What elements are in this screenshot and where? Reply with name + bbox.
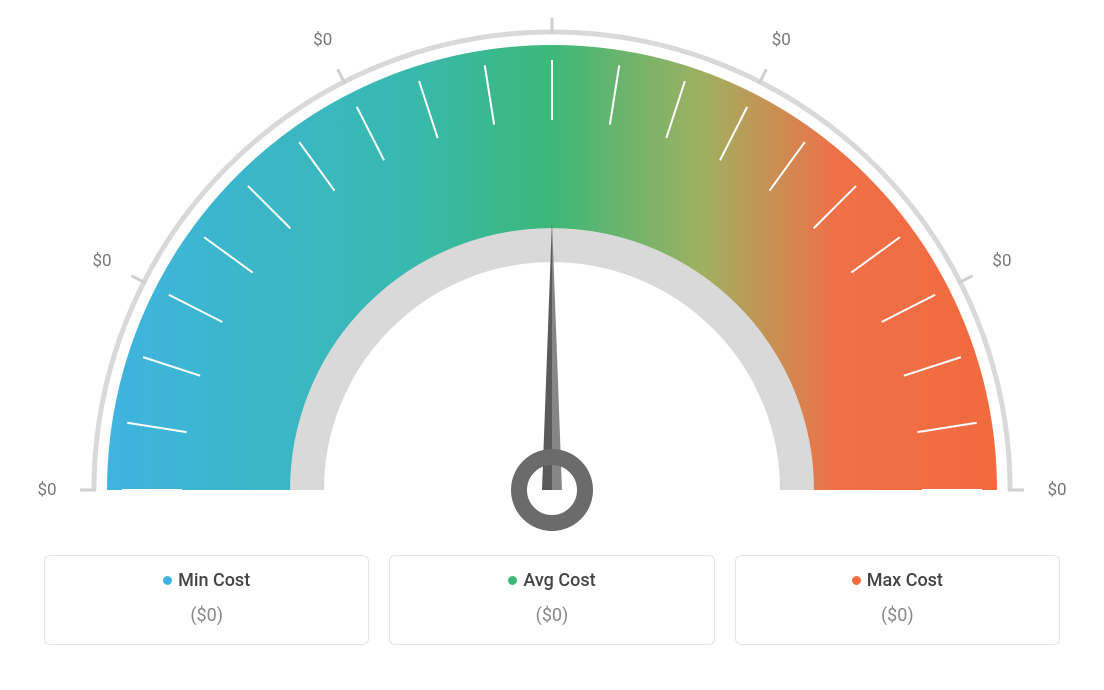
legend-card-min: Min Cost ($0) [44,555,369,645]
gauge-tick-label: $0 [37,480,56,500]
legend-dot-avg [508,576,517,585]
legend-label-min: Min Cost [178,570,250,591]
gauge-tick-label: $0 [772,30,791,50]
legend-title-max: Max Cost [852,570,943,591]
legend-row: Min Cost ($0) Avg Cost ($0) Max Cost ($0… [0,555,1104,645]
legend-card-avg: Avg Cost ($0) [389,555,714,645]
legend-label-avg: Avg Cost [523,570,595,591]
cost-gauge-widget: $0$0$0$0$0$0$0 Min Cost ($0) Avg Cost ($… [0,0,1104,690]
legend-dot-max [852,576,861,585]
gauge-tick-label: $0 [313,30,332,50]
gauge-svg [0,0,1104,555]
legend-title-min: Min Cost [163,570,250,591]
gauge-chart: $0$0$0$0$0$0$0 [0,0,1104,555]
legend-dot-min [163,576,172,585]
legend-title-avg: Avg Cost [508,570,595,591]
gauge-tick-label: $0 [92,251,111,271]
legend-card-max: Max Cost ($0) [735,555,1060,645]
gauge-tick-label: $0 [992,251,1011,271]
legend-value-avg: ($0) [400,605,703,626]
legend-value-min: ($0) [55,605,358,626]
legend-value-max: ($0) [746,605,1049,626]
gauge-tick-label: $0 [1047,480,1066,500]
legend-label-max: Max Cost [867,570,943,591]
